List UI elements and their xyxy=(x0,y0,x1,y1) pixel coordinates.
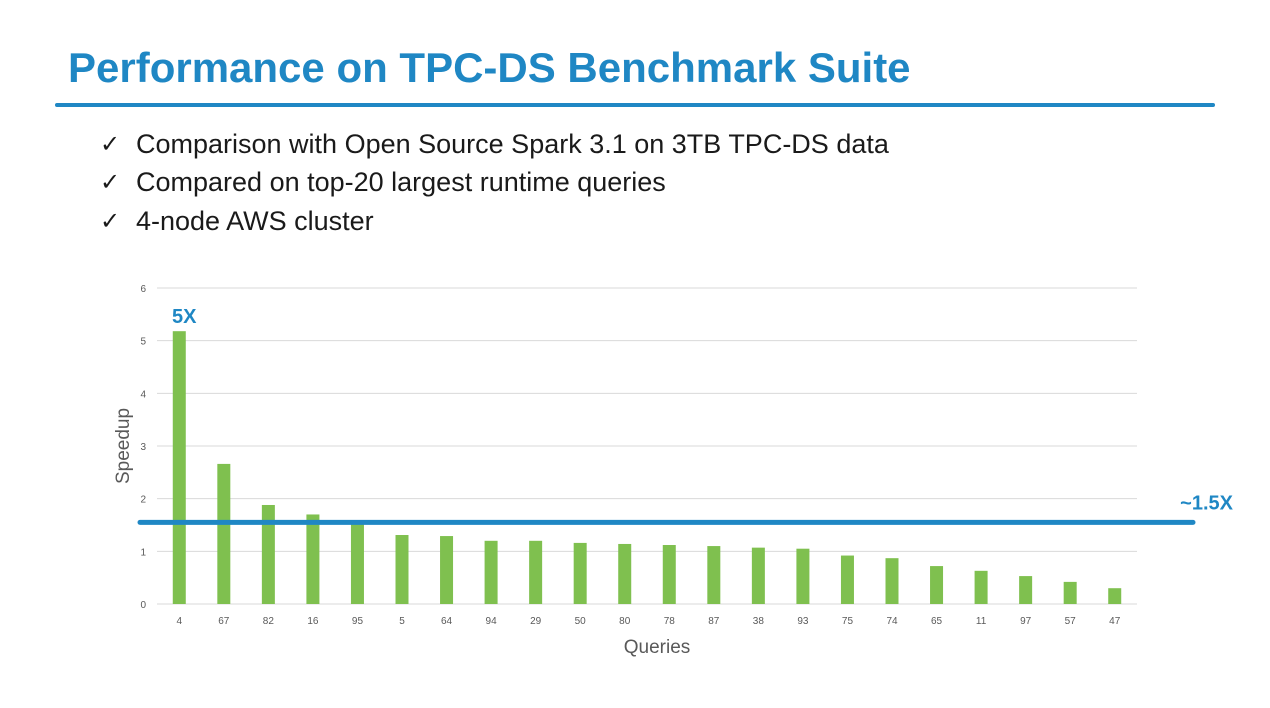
bar xyxy=(1063,581,1077,604)
x-tick-label: 67 xyxy=(218,616,230,627)
x-tick-label: 97 xyxy=(1020,616,1032,627)
x-tick-label: 93 xyxy=(797,616,809,627)
bar xyxy=(350,522,364,604)
x-tick-label: 87 xyxy=(708,616,720,627)
x-tick-label: 82 xyxy=(263,616,275,627)
y-tick-label: 1 xyxy=(140,547,146,558)
x-tick-label: 47 xyxy=(1109,616,1121,627)
bar xyxy=(751,547,765,604)
y-tick-label: 6 xyxy=(140,284,146,295)
bar xyxy=(796,548,810,604)
bullet-item: ✓ Compared on top-20 largest runtime que… xyxy=(100,164,889,203)
title-underline xyxy=(55,103,1215,107)
bar xyxy=(930,566,944,604)
bar xyxy=(172,331,186,604)
x-tick-label: 78 xyxy=(664,616,676,627)
x-tick-label: 95 xyxy=(352,616,364,627)
bullet-text: Comparison with Open Source Spark 3.1 on… xyxy=(136,128,889,159)
x-tick-label: 64 xyxy=(441,616,453,627)
bar xyxy=(1019,576,1033,604)
y-tick-label: 0 xyxy=(140,600,146,611)
bullet-text: Compared on top-20 largest runtime queri… xyxy=(136,167,666,198)
bar xyxy=(440,536,454,604)
y-tick-label: 2 xyxy=(140,495,146,506)
x-tick-label: 38 xyxy=(753,616,765,627)
x-tick-label: 16 xyxy=(307,616,319,627)
bar xyxy=(974,570,988,604)
reference-line-label: ~1.5X xyxy=(1180,492,1233,514)
x-tick-label: 11 xyxy=(976,616,987,627)
bar xyxy=(261,504,275,604)
x-tick-label: 75 xyxy=(842,616,854,627)
check-icon: ✓ xyxy=(100,169,121,197)
x-tick-label: 57 xyxy=(1065,616,1077,627)
bar xyxy=(707,546,721,604)
x-tick-label: 94 xyxy=(486,616,498,627)
x-tick-label: 50 xyxy=(575,616,587,627)
x-tick-label: 4 xyxy=(176,616,182,627)
bar xyxy=(662,545,676,604)
bar xyxy=(885,558,899,604)
bar xyxy=(573,542,587,604)
bar xyxy=(395,535,409,604)
y-axis-title: Speedup xyxy=(113,408,134,484)
bar xyxy=(529,540,543,604)
y-tick-label: 3 xyxy=(140,442,146,453)
bar xyxy=(484,540,498,604)
bullet-item: ✓ 4-node AWS cluster xyxy=(100,202,889,241)
slide-title: Performance on TPC-DS Benchmark Suite xyxy=(68,44,911,91)
bullet-item: ✓ Comparison with Open Source Spark 3.1 … xyxy=(100,125,889,164)
x-tick-label: 80 xyxy=(619,616,631,627)
check-icon: ✓ xyxy=(100,130,121,158)
bar xyxy=(217,463,231,604)
x-tick-label: 29 xyxy=(530,616,542,627)
x-tick-label: 74 xyxy=(886,616,898,627)
bar xyxy=(618,543,632,604)
y-tick-label: 4 xyxy=(140,389,146,400)
bar xyxy=(840,555,854,604)
x-tick-label: 65 xyxy=(931,616,943,627)
y-tick-label: 5 xyxy=(140,337,146,348)
bar xyxy=(1108,588,1122,604)
check-icon: ✓ xyxy=(100,207,121,235)
peak-annotation: 5X xyxy=(172,306,197,328)
x-axis-title: Queries xyxy=(624,637,691,658)
bullet-text: 4-node AWS cluster xyxy=(136,205,374,236)
bullet-list: ✓ Comparison with Open Source Spark 3.1 … xyxy=(100,125,889,241)
bar xyxy=(306,514,320,604)
x-tick-label: 5 xyxy=(399,616,405,627)
